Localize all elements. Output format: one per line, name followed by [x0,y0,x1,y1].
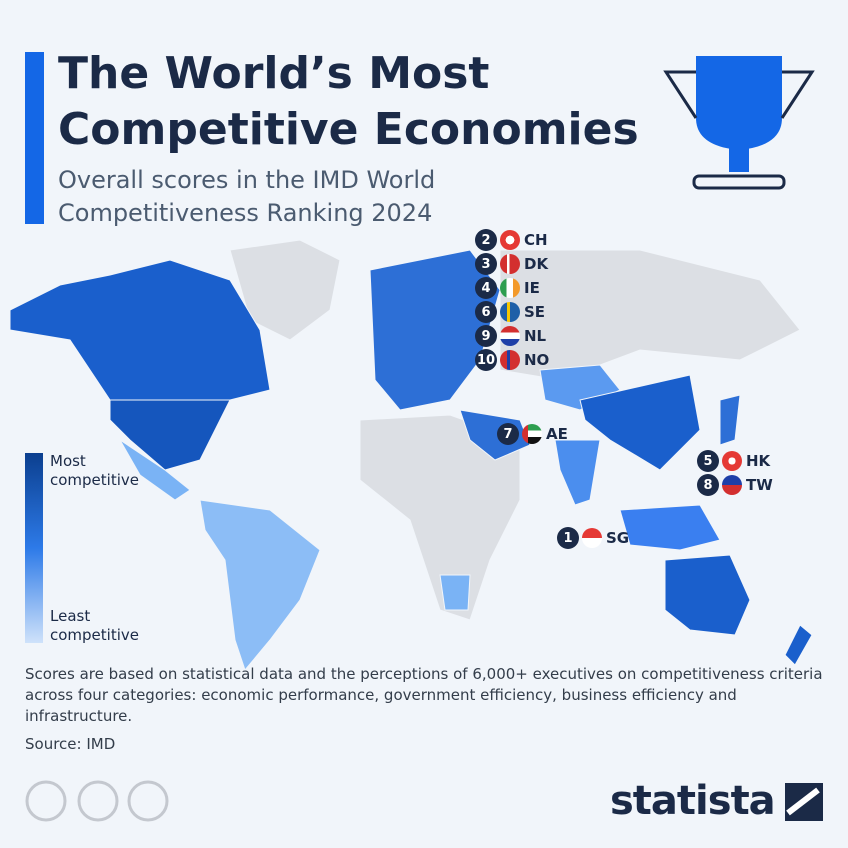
flag-icon [582,528,602,548]
ranking-label: 5 HK [697,450,770,472]
country-code: NO [524,351,550,369]
ranking-label: 4 IE [475,277,540,299]
flag-icon [500,230,520,250]
ranking-label: 7 AE [497,423,568,445]
rank-number: 5 [697,450,719,472]
rank-number: 2 [475,229,497,251]
rank-number: 1 [557,527,579,549]
country-code: NL [524,327,547,345]
country-code: IE [524,279,540,297]
country-code: SG [606,529,630,547]
title: The World’s Most Competitive Economies [58,48,639,155]
flag-icon [500,350,520,370]
legend-high: Most competitive [50,452,139,489]
rank-number: 9 [475,325,497,347]
country-code: DK [524,255,549,273]
country-code: AE [546,425,568,443]
country-code: TW [746,476,773,494]
logo: statista [610,778,776,824]
country-code: CH [524,231,548,249]
rank-number: 7 [497,423,519,445]
rank-number: 10 [475,349,497,371]
logo-mark [785,783,823,821]
footnote: Scores are based on statistical data and… [25,665,823,725]
rank-number: 6 [475,301,497,323]
rank-number: 3 [475,253,497,275]
ranking-label: 2 CH [475,229,548,251]
license-icons [25,780,169,822]
subtitle: Overall scores in the IMD World Competit… [58,166,436,227]
source: Source: IMD [25,735,116,753]
rank-number: 8 [697,474,719,496]
country-code: SE [524,303,546,321]
flag-icon [500,302,520,322]
flag-icon [500,326,520,346]
ranking-label: 9 NL [475,325,546,347]
flag-icon [522,424,542,444]
rank-number: 4 [475,277,497,299]
trophy [663,56,815,190]
flag-icon [500,278,520,298]
flag-icon [500,254,520,274]
ranking-label: 3 DK [475,253,548,275]
flag-icon [722,451,742,471]
ranking-label: 8 TW [697,474,773,496]
legend-low: Least competitive [50,607,139,644]
legend-gradient [25,453,43,643]
flag-icon [722,475,742,495]
country-code: HK [746,452,771,470]
ranking-label: 1 SG [557,527,629,549]
ranking-label: 6 SE [475,301,545,323]
title-bar [25,52,44,224]
world-map [9,239,813,672]
ranking-label: 10 NO [475,349,549,371]
